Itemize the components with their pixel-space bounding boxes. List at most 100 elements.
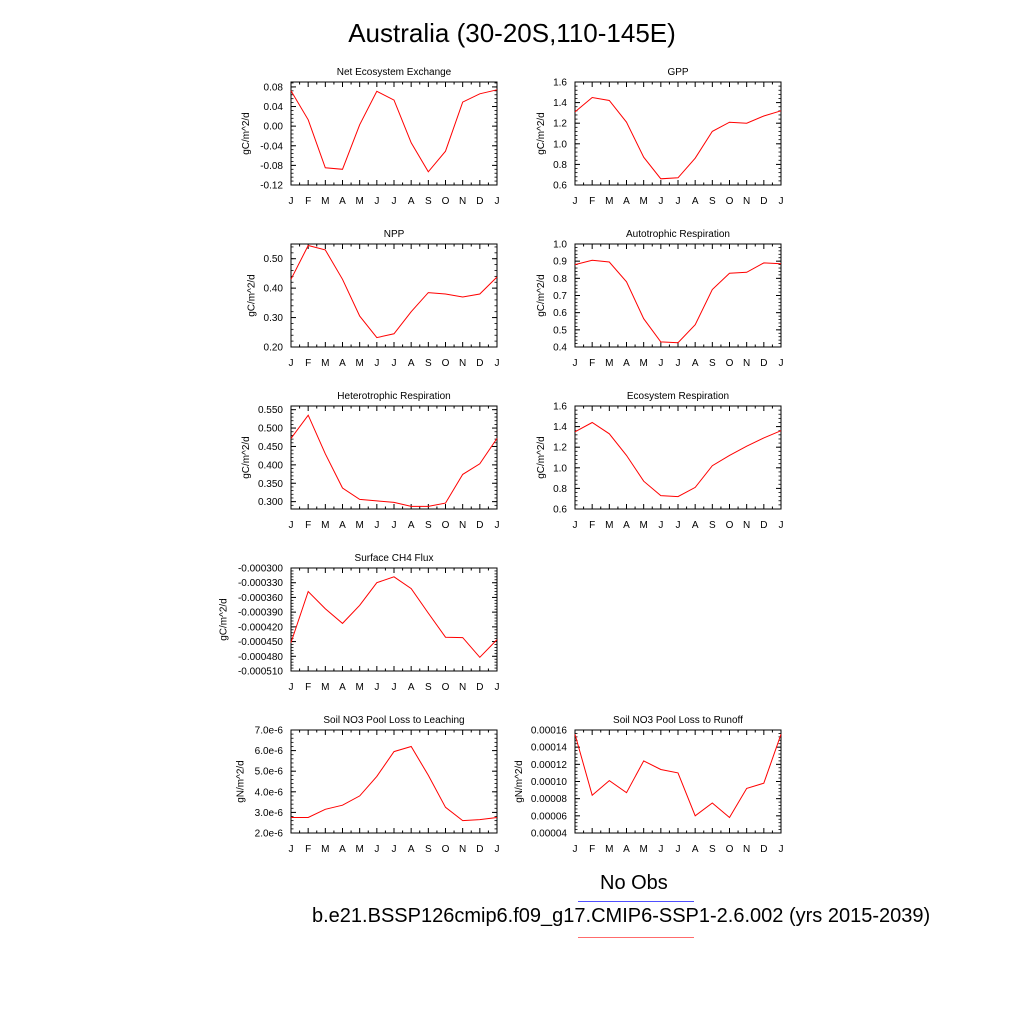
plot-frame [574, 243, 782, 348]
x-tick-label: M [355, 682, 363, 693]
x-tick-label: J [495, 682, 500, 693]
x-tick-label: A [623, 358, 630, 369]
x-tick-label: J [658, 520, 663, 531]
x-tick-label: N [459, 520, 466, 531]
x-tick-label: D [760, 844, 767, 855]
x-tick-label: O [726, 196, 734, 207]
y-tick-label: 5.0e-6 [255, 767, 284, 778]
x-tick-label: M [355, 844, 363, 855]
y-tick-label: 0.4 [553, 343, 567, 354]
page-title: Australia (30-20S,110-145E) [348, 18, 676, 48]
series-line [574, 734, 782, 819]
x-tick-label: A [692, 844, 699, 855]
chart-title: Net Ecosystem Exchange [337, 67, 452, 78]
y-tick-label: 1.0 [553, 139, 567, 150]
y-tick-label: 1.0 [553, 240, 567, 251]
x-tick-label: F [589, 520, 595, 531]
x-tick-label: J [676, 358, 681, 369]
x-tick-label: J [779, 196, 784, 207]
x-tick-label: F [305, 520, 311, 531]
x-tick-label: O [442, 196, 450, 207]
x-tick-label: F [305, 682, 311, 693]
y-tick-label: 0.00006 [531, 811, 568, 822]
x-tick-label: J [573, 358, 578, 369]
x-tick-label: S [425, 682, 432, 693]
x-tick-label: J [289, 682, 294, 693]
x-tick-label: A [692, 520, 699, 531]
series-line [290, 89, 498, 173]
x-tick-label: J [779, 844, 784, 855]
y-tick-label: 0.8 [553, 160, 567, 171]
y-axis-label: gC/m^2/d [536, 112, 547, 155]
x-tick-label: N [743, 358, 750, 369]
x-tick-label: J [495, 358, 500, 369]
plot-frame [290, 567, 498, 672]
x-tick-label: J [374, 358, 379, 369]
x-tick-label: A [408, 358, 415, 369]
y-tick-label: 4.0e-6 [255, 787, 284, 798]
x-tick-label: D [760, 196, 767, 207]
x-tick-label: M [639, 358, 647, 369]
x-tick-label: M [321, 520, 329, 531]
x-tick-label: F [589, 844, 595, 855]
y-tick-label: 0.00008 [531, 794, 568, 805]
x-tick-label: A [339, 358, 346, 369]
y-tick-label: 0.30 [264, 313, 284, 324]
x-tick-label: J [573, 844, 578, 855]
x-tick-label: N [459, 844, 466, 855]
y-tick-label: 1.4 [553, 98, 567, 109]
series-line [290, 576, 498, 659]
y-tick-label: -0.000450 [238, 637, 283, 648]
y-tick-label: 0.550 [258, 405, 283, 416]
x-tick-label: J [495, 196, 500, 207]
x-tick-label: N [743, 196, 750, 207]
y-tick-label: 1.6 [553, 402, 567, 413]
x-tick-label: M [605, 358, 613, 369]
y-tick-label: 0.6 [553, 308, 567, 319]
x-tick-label: J [289, 358, 294, 369]
y-tick-label: 0.40 [264, 284, 284, 295]
x-tick-label: S [425, 358, 432, 369]
x-tick-label: M [321, 682, 329, 693]
x-tick-label: F [305, 844, 311, 855]
series-line [291, 745, 498, 822]
y-axis-label: gC/m^2/d [536, 436, 547, 479]
legend-case-line [578, 937, 694, 938]
x-tick-label: A [408, 682, 415, 693]
x-tick-label: F [589, 196, 595, 207]
x-tick-label: O [442, 358, 450, 369]
x-tick-label: F [305, 196, 311, 207]
x-tick-label: A [623, 844, 630, 855]
x-tick-label: J [392, 682, 397, 693]
y-tick-label: -0.12 [260, 181, 283, 192]
y-tick-label: 0.00004 [531, 829, 568, 840]
chart-title: Soil NO3 Pool Loss to Runoff [613, 715, 743, 726]
x-tick-label: M [639, 196, 647, 207]
x-tick-label: N [743, 844, 750, 855]
y-tick-label: -0.04 [260, 141, 283, 152]
x-tick-label: A [339, 844, 346, 855]
x-tick-label: J [392, 844, 397, 855]
y-axis-label: gC/m^2/d [241, 436, 252, 479]
x-tick-label: J [392, 520, 397, 531]
x-tick-label: A [339, 196, 346, 207]
y-tick-label: 0.00016 [531, 726, 568, 737]
x-tick-label: M [639, 844, 647, 855]
chart-title: GPP [667, 67, 688, 78]
x-tick-label: D [476, 196, 483, 207]
x-tick-label: O [442, 520, 450, 531]
x-tick-label: M [355, 196, 363, 207]
x-tick-label: J [676, 520, 681, 531]
y-tick-label: 0.5 [553, 325, 567, 336]
x-tick-label: D [476, 844, 483, 855]
series-line [290, 414, 498, 507]
plot-frame [290, 81, 498, 186]
y-tick-label: 0.08 [264, 82, 284, 93]
x-tick-label: A [623, 196, 630, 207]
